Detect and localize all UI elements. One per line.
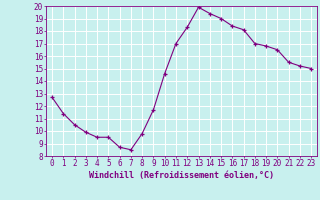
X-axis label: Windchill (Refroidissement éolien,°C): Windchill (Refroidissement éolien,°C) (89, 171, 274, 180)
